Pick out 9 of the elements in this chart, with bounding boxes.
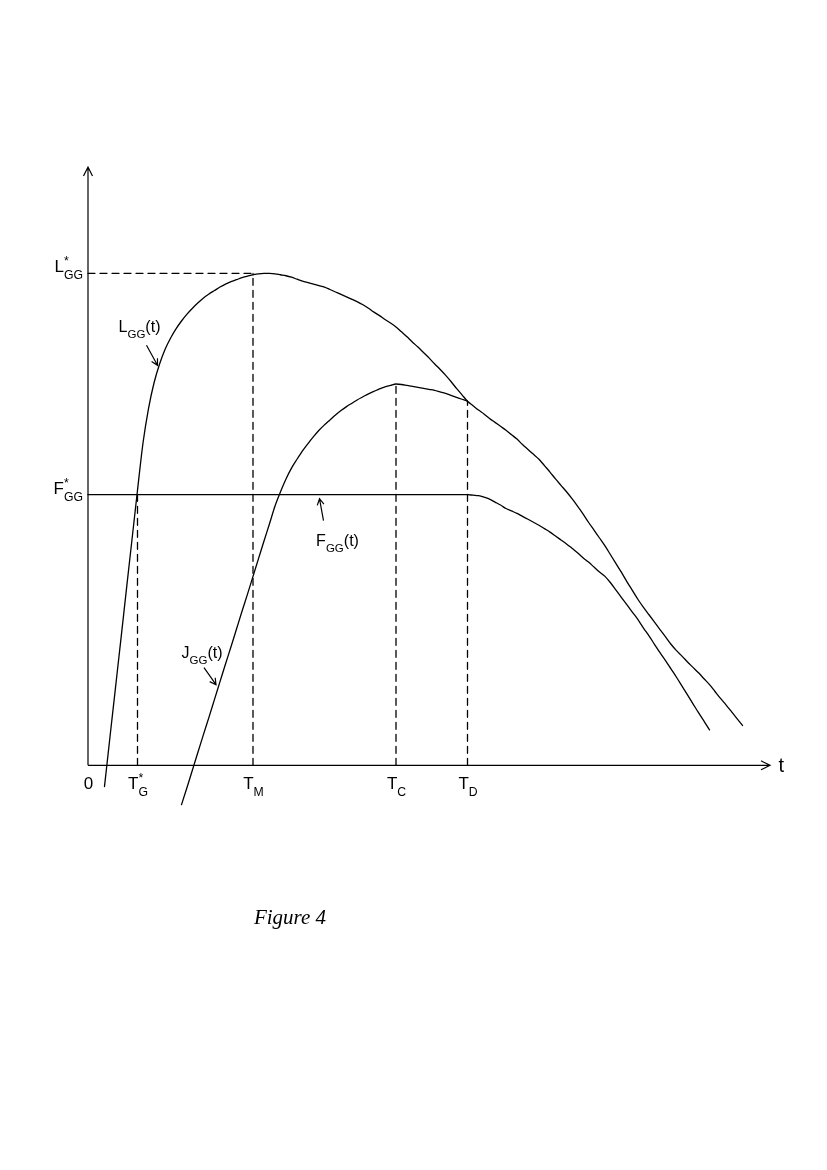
series-label: J$_{GG}$(t) [181,643,223,666]
x-axis-title: t [778,753,785,776]
caption: Figure 4 [252,905,328,930]
legend-label: F$_{GG}$(t) [316,531,359,554]
x-tick-label: T$_{C}$ [386,773,407,799]
series-label: L$_{GG}$(t) [118,318,161,341]
x-tick-label: T$_{D}$ [458,773,478,799]
x-tick-label: 0 [83,773,94,793]
x-tick-label: T$_{M}$ [243,773,264,799]
